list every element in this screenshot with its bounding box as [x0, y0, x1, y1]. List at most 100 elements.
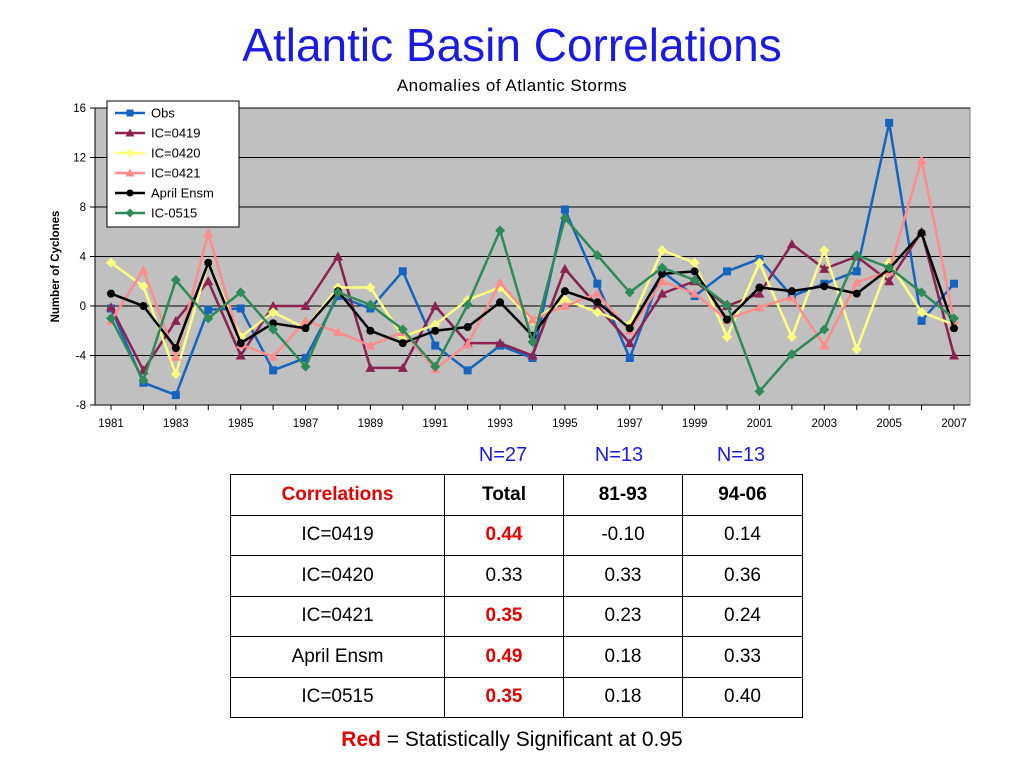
legend-label-obs: Obs [151, 106, 175, 121]
data-point-ic-0515 [138, 375, 149, 386]
data-point-ic-0420 [916, 307, 927, 318]
data-point-ic-0419 [268, 301, 279, 310]
n-label-total: N=27 [478, 444, 528, 466]
data-point-april-ensm [755, 283, 764, 292]
legend-label-ic-0421: IC=0421 [151, 166, 201, 181]
table-row: IC=0420 0.33 0.33 0.36 [230, 555, 803, 597]
row-label: IC=0515 [230, 676, 445, 718]
data-point-ic-0515 [430, 361, 441, 372]
data-point-ic-0419 [754, 288, 765, 298]
data-point-april-ensm [625, 324, 634, 333]
data-point-ic-0515 [689, 275, 700, 286]
data-point-april-ensm [787, 287, 796, 296]
y-tick-label: -4 [76, 351, 87, 363]
y-tick-label: 4 [80, 252, 87, 264]
data-point-ic-0421 [365, 340, 376, 350]
data-point-april-ensm [852, 289, 861, 298]
data-point-obs [560, 205, 569, 214]
data-point-ic-0420 [819, 245, 830, 256]
data-point-ic-0420 [138, 281, 149, 292]
data-point-ic-0419 [300, 301, 311, 310]
data-point-ic-0420 [722, 331, 733, 342]
data-point-ic-0420 [592, 307, 603, 318]
legend-label-ic-0420: IC=0420 [151, 146, 201, 161]
data-point-ic-0421 [332, 326, 343, 336]
total-value: 0.44 [444, 514, 564, 556]
data-point-ic-0515 [203, 313, 214, 324]
data-point-obs [269, 366, 278, 375]
data-point-april-ensm [107, 289, 115, 298]
x-tick-label: 1981 [98, 418, 124, 430]
data-point-obs [171, 391, 180, 400]
data-point-ic-0515 [170, 275, 181, 286]
data-point-april-ensm [950, 324, 958, 333]
y-axis-label: Number of Cyclones [50, 211, 62, 323]
x-tick-label: 1995 [552, 418, 578, 430]
data-point-ic-0420 [657, 245, 668, 256]
data-point-ic-0420 [268, 307, 279, 318]
data-point-april-ensm [236, 339, 245, 348]
header-81-93: 81-93 [563, 474, 683, 516]
data-point-ic-0515 [559, 213, 570, 224]
data-point-april-ensm [463, 323, 472, 332]
y-tick-label: 12 [73, 153, 86, 165]
header-94-06: 94-06 [682, 474, 803, 516]
header-correlations: Correlations [230, 474, 445, 516]
n-label-94-06: N=13 [716, 444, 766, 466]
row-label: IC=0421 [230, 595, 445, 637]
data-point-obs [431, 341, 440, 350]
data-point-ic-0515 [754, 386, 765, 397]
legend-marker-april-ensm [126, 189, 134, 197]
data-point-ic-0419 [235, 350, 246, 360]
data-point-ic-0421 [203, 227, 214, 237]
data-point-ic-0421 [786, 292, 797, 302]
data-point-ic-0515 [268, 324, 279, 335]
data-point-ic-0515 [397, 324, 408, 335]
period1-value: 0.18 [563, 676, 683, 718]
data-point-ic-0421 [495, 277, 506, 287]
data-point-ic-0515 [106, 313, 116, 324]
x-tick-label: 1997 [617, 418, 643, 430]
data-point-ic-0515 [851, 250, 862, 261]
correlation-table: Correlations Total 81-93 94-06 IC=0419 0… [230, 474, 803, 718]
y-tick-label: 8 [80, 202, 86, 214]
data-point-ic-0419 [819, 263, 830, 273]
period2-value: 0.24 [682, 595, 803, 637]
data-point-obs [723, 267, 732, 276]
data-point-ic-0515 [949, 313, 959, 324]
x-tick-label: 1991 [422, 418, 448, 430]
data-point-ic-0421 [138, 265, 149, 275]
row-label: IC=0420 [230, 555, 445, 597]
data-point-ic-0419 [527, 350, 538, 360]
data-point-ic-0419 [657, 288, 668, 298]
data-point-ic-0421 [916, 154, 927, 164]
x-tick-label: 2005 [876, 418, 902, 430]
data-point-april-ensm [560, 287, 569, 296]
data-point-obs [885, 118, 894, 127]
period1-value: 0.23 [563, 595, 683, 637]
legend-marker-obs [126, 109, 134, 117]
data-point-ic-0515 [916, 287, 927, 298]
data-point-ic-0419 [365, 362, 376, 372]
table-row: IC=0421 0.35 0.23 0.24 [230, 595, 803, 637]
data-point-ic-0515 [592, 250, 603, 261]
data-point-april-ensm [366, 326, 375, 335]
data-point-obs [917, 316, 926, 325]
data-point-ic-0515 [884, 262, 895, 273]
legend-marker-ic-0421 [125, 168, 135, 177]
data-point-april-ensm [820, 282, 829, 291]
data-point-ic-0419 [203, 276, 214, 286]
data-point-april-ensm [398, 339, 407, 348]
data-point-ic-0419 [884, 276, 895, 286]
footnote-red-word: Red [341, 728, 381, 751]
data-point-ic-0419 [949, 350, 959, 360]
x-tick-label: 1999 [682, 418, 708, 430]
data-point-ic-0420 [170, 369, 181, 380]
data-point-ic-0419 [106, 302, 116, 312]
footnote-text: = Statistically Significant at 0.95 [380, 728, 683, 751]
data-point-obs [625, 353, 634, 362]
data-point-ic-0515 [657, 262, 668, 273]
data-point-ic-0421 [819, 340, 830, 350]
legend-box [106, 100, 240, 228]
data-point-obs [236, 304, 245, 313]
